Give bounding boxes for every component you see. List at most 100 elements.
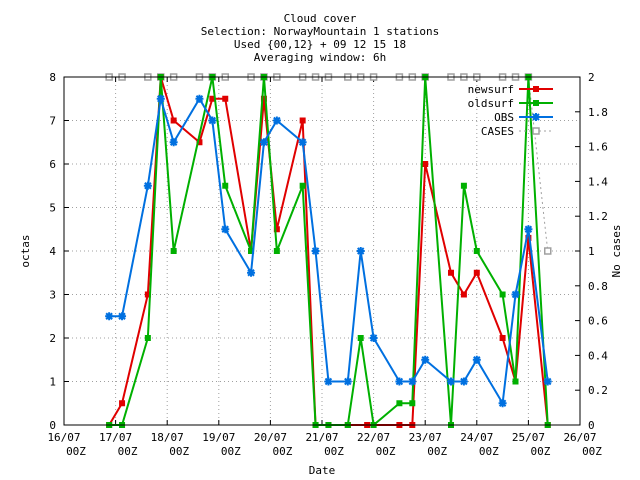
x-tick-label: 18/07	[151, 431, 184, 444]
x-tick-label: 00Z	[530, 445, 550, 458]
data-point-newsurf	[422, 161, 429, 167]
data-point-obs-core	[222, 226, 228, 232]
y2-tick-label: 1	[588, 245, 595, 258]
legend-marker-newsurf	[533, 86, 539, 92]
data-point-oldsurf	[144, 335, 151, 341]
title-line: Cloud cover	[284, 12, 357, 25]
data-point-newsurf	[196, 139, 203, 146]
x-tick-label: 26/07	[563, 431, 596, 444]
data-point-newsurf	[170, 117, 177, 124]
data-point-oldsurf	[273, 248, 280, 254]
data-point-oldsurf	[222, 182, 229, 189]
data-point-obs-core	[106, 313, 112, 319]
series-obs	[105, 94, 552, 408]
data-point-newsurf	[299, 117, 306, 124]
x-tick-label: 00Z	[66, 445, 86, 458]
legend-label-obs: OBS	[494, 111, 514, 124]
data-point-obs-core	[248, 270, 254, 276]
y2-tick-label: 1.4	[588, 175, 608, 188]
y-axis-ticks: 0 1 2 3 4 5 6 7 8	[49, 71, 69, 432]
data-point-oldsurf	[409, 400, 416, 407]
x-tick-label: 00Z	[221, 445, 241, 458]
y-tick-label: 1	[49, 376, 56, 389]
y-tick-label: 5	[49, 202, 56, 215]
data-point-obs-core	[525, 226, 531, 232]
x-axis-label: Date	[309, 464, 336, 477]
data-point-obs-core	[474, 357, 480, 363]
data-point-newsurf	[209, 95, 216, 102]
data-point-obs-core	[119, 313, 125, 319]
y2-tick-label: 0	[588, 419, 595, 432]
data-point-obs-core	[313, 248, 319, 254]
y2-tick-label: 0.8	[588, 280, 608, 293]
data-point-newsurf	[273, 226, 280, 233]
title-line: Averaging window: 6h	[254, 51, 386, 64]
legend-marker-cases	[532, 127, 540, 135]
data-point-oldsurf	[357, 335, 364, 341]
data-point-newsurf	[525, 234, 532, 241]
y2-tick-label: 1.2	[588, 210, 608, 223]
data-point-newsurf	[119, 400, 126, 407]
y2-axis-ticks: 0 0.2 0.4 0.6 0.8 1 1.2 1.4 1.6 1.8 2	[575, 71, 608, 432]
data-point-obs-core	[448, 379, 454, 384]
title-line: Selection: NorwayMountain 1 stations	[201, 25, 439, 38]
data-point-newsurf	[499, 335, 506, 341]
data-point-oldsurf	[473, 248, 480, 254]
data-point-cases	[544, 247, 552, 255]
y2-tick-label: 1.8	[588, 106, 608, 119]
x-tick-label: 16/07	[47, 431, 80, 444]
title-line: Used {00,12} + 09 12 15 18	[234, 38, 406, 51]
plot-frame	[63, 76, 581, 426]
legend-marker-oldsurf	[533, 100, 539, 106]
y-tick-label: 7	[49, 115, 56, 128]
x-tick-label: 00Z	[169, 445, 189, 458]
data-point-obs-core	[500, 400, 506, 406]
data-point-oldsurf	[512, 378, 519, 385]
x-tick-label: 00Z	[376, 445, 396, 458]
x-tick-label: 17/07	[99, 431, 132, 444]
y2-axis-label: No cases	[610, 225, 623, 278]
data-point-obs-core	[545, 379, 551, 384]
data-point-oldsurf	[396, 400, 403, 407]
y-tick-label: 3	[49, 289, 56, 302]
data-point-obs-core	[345, 379, 351, 384]
x-axis-ticks: 16/0700Z17/0700Z18/0700Z19/0700Z20/0700Z…	[47, 77, 602, 458]
data-point-obs-core	[461, 379, 467, 384]
data-point-obs-core	[513, 292, 518, 297]
data-point-newsurf	[222, 95, 229, 102]
data-point-obs-core	[396, 379, 402, 384]
y-tick-label: 0	[49, 419, 56, 432]
data-point-newsurf	[144, 291, 151, 298]
data-point-obs-core	[196, 96, 202, 102]
data-point-obs-core	[409, 379, 415, 384]
data-point-oldsurf	[170, 248, 177, 254]
data-point-obs-core	[422, 357, 428, 363]
y2-tick-label: 1.6	[588, 141, 608, 154]
data-point-newsurf	[460, 291, 467, 298]
data-point-obs-core	[158, 96, 164, 102]
y2-tick-label: 0.6	[588, 315, 608, 328]
y-tick-label: 6	[49, 158, 56, 171]
y-axis-label: octas	[19, 234, 32, 267]
x-tick-label: 00Z	[479, 445, 499, 458]
x-tick-label: 19/07	[202, 431, 235, 444]
x-tick-label: 21/07	[305, 431, 338, 444]
data-point-newsurf	[473, 269, 480, 276]
legend-label-newsurf: newsurf	[468, 83, 514, 96]
data-point-oldsurf	[460, 182, 467, 189]
x-tick-label: 00Z	[427, 445, 447, 458]
x-tick-label: 00Z	[118, 445, 138, 458]
data-point-obs-core	[171, 139, 177, 145]
x-tick-label: 20/07	[254, 431, 287, 444]
data-point-obs-core	[261, 139, 267, 145]
x-tick-label: 00Z	[582, 445, 602, 458]
data-point-obs-core	[371, 335, 377, 341]
y2-tick-label: 2	[588, 71, 595, 84]
data-point-obs-core	[145, 183, 151, 189]
data-point-oldsurf	[248, 248, 255, 254]
y2-tick-label: 0.2	[588, 384, 608, 397]
data-point-obs-core	[300, 139, 306, 145]
data-point-oldsurf	[499, 291, 506, 298]
